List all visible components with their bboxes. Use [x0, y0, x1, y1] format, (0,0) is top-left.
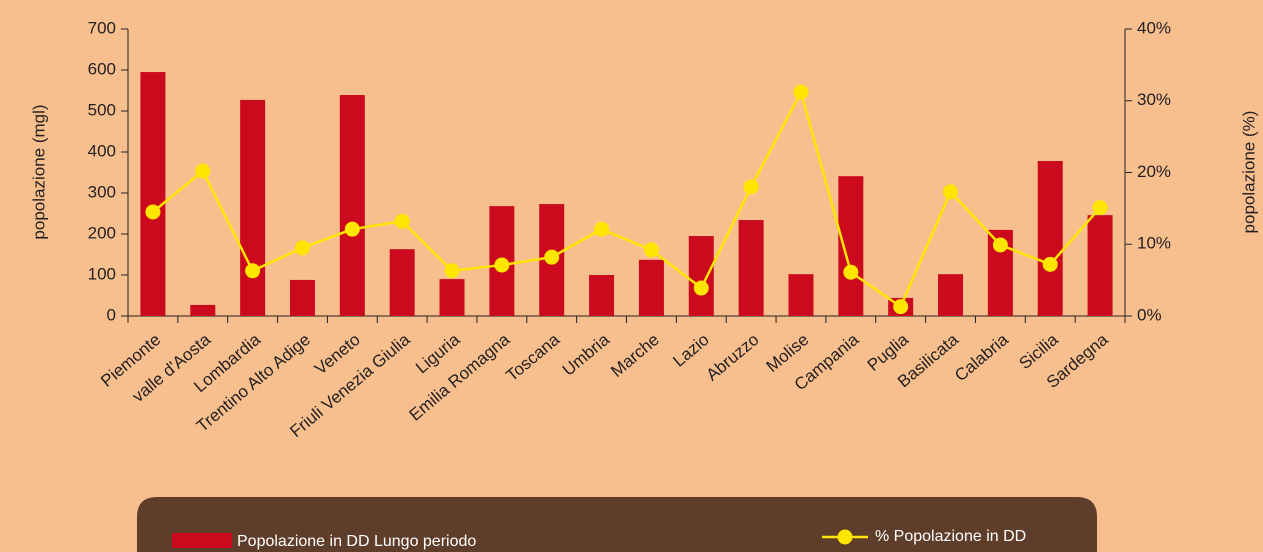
bar	[190, 304, 216, 316]
bar	[240, 99, 266, 317]
line-point	[793, 84, 809, 100]
line-point	[494, 257, 510, 273]
y-tick-label: 400	[88, 141, 116, 160]
x-tick-label: Calabria	[951, 330, 1012, 386]
bar	[688, 236, 714, 316]
bar	[339, 95, 365, 316]
line-point	[394, 213, 410, 229]
legend-label: % Popolazione in DD	[875, 528, 1026, 545]
line-point	[1042, 256, 1058, 272]
y-axis-label: popolazione (mgl)	[29, 104, 48, 239]
line-point	[195, 163, 211, 179]
line-point	[643, 242, 659, 258]
line-point	[344, 221, 360, 237]
x-tick-label: Abruzzo	[703, 330, 763, 385]
y2-tick-label: 30%	[1137, 90, 1171, 109]
y-tick-label: 500	[88, 100, 116, 119]
bar	[439, 279, 465, 316]
bar	[638, 259, 664, 316]
bar	[140, 72, 166, 316]
line-point	[245, 263, 261, 279]
line-point	[1092, 200, 1108, 216]
x-tick-label: Toscana	[502, 330, 563, 386]
line-point	[893, 299, 909, 315]
y2-axis-label: popolazione (%)	[1239, 111, 1258, 234]
y2-tick-label: 40%	[1137, 18, 1171, 37]
bar	[389, 249, 415, 316]
y2-tick-label: 10%	[1137, 234, 1171, 253]
bar	[838, 176, 864, 316]
bar	[1037, 161, 1063, 316]
y-tick-label: 0	[107, 305, 116, 324]
line-point	[544, 249, 560, 265]
line-point	[594, 221, 610, 237]
bar	[1087, 215, 1113, 316]
bar	[589, 275, 615, 316]
x-tick-label: Lazio	[669, 330, 712, 371]
y-tick-label: 300	[88, 182, 116, 201]
legend: Popolazione in DD Lungo periodo % Popolaz…	[172, 528, 1026, 550]
line-point	[843, 264, 859, 280]
x-tick-label: Umbria	[559, 330, 614, 380]
line-point	[444, 263, 460, 279]
bar	[938, 274, 964, 316]
bar	[788, 274, 814, 316]
bar	[289, 279, 315, 316]
line-point	[294, 240, 310, 256]
y-tick-label: 100	[88, 264, 116, 283]
x-tick-label: Marche	[607, 330, 663, 381]
bar	[738, 220, 764, 316]
line-point	[943, 184, 959, 200]
legend-swatch-point	[837, 529, 853, 545]
legend-label: Popolazione in DD Lungo periodo	[237, 533, 476, 550]
legend-swatch	[172, 533, 232, 548]
line-point	[743, 179, 759, 195]
line-point	[145, 204, 161, 220]
y-tick-label: 700	[88, 18, 116, 37]
y-tick-label: 600	[88, 59, 116, 78]
y2-tick-label: 0%	[1137, 305, 1162, 324]
line	[152, 88, 1102, 309]
line-point	[992, 237, 1008, 253]
y2-tick-label: 20%	[1137, 162, 1171, 181]
line-point	[693, 280, 709, 296]
y-tick-label: 200	[88, 223, 116, 242]
